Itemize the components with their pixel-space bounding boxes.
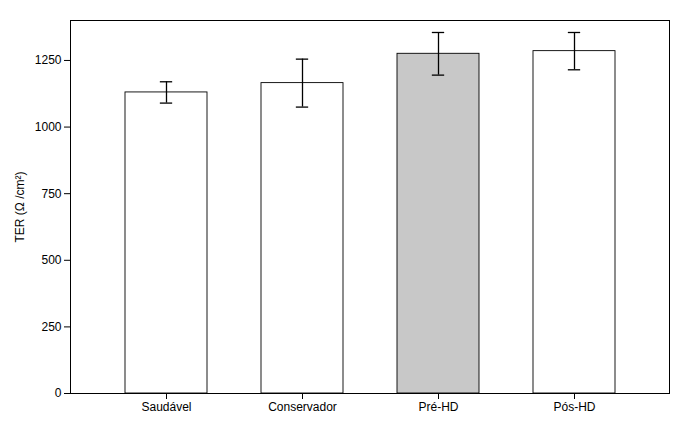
svg-text:Pré-HD: Pré-HD bbox=[418, 400, 458, 414]
svg-text:Saudável: Saudável bbox=[141, 400, 191, 414]
svg-text:Conservador: Conservador bbox=[268, 400, 337, 414]
svg-text:250: 250 bbox=[41, 320, 61, 334]
svg-text:0: 0 bbox=[55, 386, 62, 400]
svg-text:500: 500 bbox=[41, 253, 61, 267]
svg-text:750: 750 bbox=[41, 187, 61, 201]
svg-text:TER (Ω /cm²): TER (Ω /cm²) bbox=[13, 172, 27, 243]
svg-text:1000: 1000 bbox=[35, 120, 62, 134]
svg-text:Pós-HD: Pós-HD bbox=[553, 400, 595, 414]
svg-text:1250: 1250 bbox=[35, 53, 62, 67]
